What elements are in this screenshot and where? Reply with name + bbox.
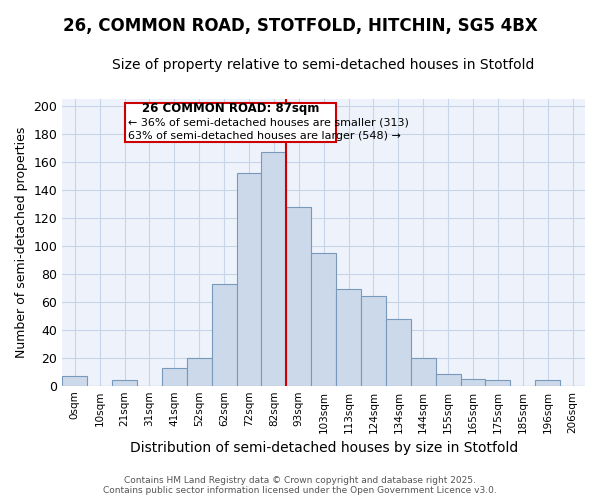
Title: Size of property relative to semi-detached houses in Stotfold: Size of property relative to semi-detach…: [112, 58, 535, 71]
Y-axis label: Number of semi-detached properties: Number of semi-detached properties: [15, 126, 28, 358]
X-axis label: Distribution of semi-detached houses by size in Stotfold: Distribution of semi-detached houses by …: [130, 441, 518, 455]
Bar: [411, 358, 436, 386]
Bar: [62, 376, 87, 386]
Bar: [461, 378, 485, 386]
Bar: [125, 104, 336, 142]
Text: 63% of semi-detached houses are larger (548) →: 63% of semi-detached houses are larger (…: [128, 131, 401, 141]
Bar: [286, 206, 311, 386]
Text: 26, COMMON ROAD, STOTFOLD, HITCHIN, SG5 4BX: 26, COMMON ROAD, STOTFOLD, HITCHIN, SG5 …: [62, 18, 538, 36]
Text: 26 COMMON ROAD: 87sqm: 26 COMMON ROAD: 87sqm: [142, 102, 319, 115]
Bar: [236, 173, 262, 386]
Text: ← 36% of semi-detached houses are smaller (313): ← 36% of semi-detached houses are smalle…: [128, 118, 409, 128]
Bar: [112, 380, 137, 386]
Bar: [535, 380, 560, 386]
Bar: [336, 289, 361, 386]
Text: Contains HM Land Registry data © Crown copyright and database right 2025.
Contai: Contains HM Land Registry data © Crown c…: [103, 476, 497, 495]
Bar: [212, 284, 236, 386]
Bar: [361, 296, 386, 386]
Bar: [436, 374, 461, 386]
Bar: [262, 152, 286, 386]
Bar: [485, 380, 511, 386]
Bar: [162, 368, 187, 386]
Bar: [187, 358, 212, 386]
Bar: [386, 318, 411, 386]
Bar: [311, 253, 336, 386]
